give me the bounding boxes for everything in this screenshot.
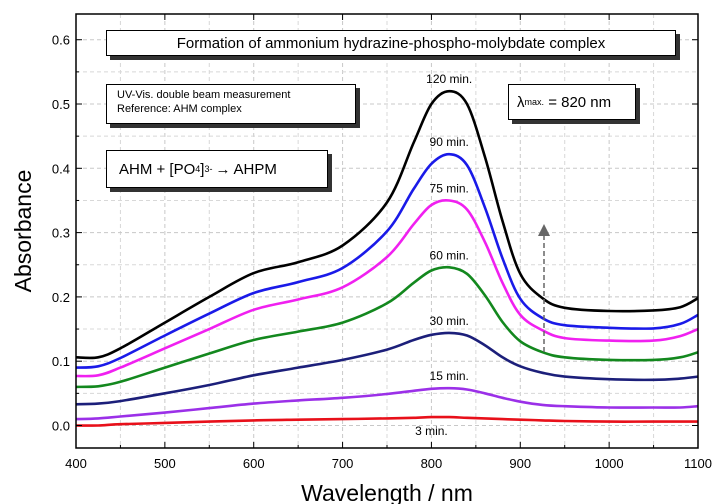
series-label-5: 90 min. bbox=[430, 135, 469, 149]
y-tick-labels: 0.0 0.1 0.2 0.3 0.4 0.5 0.6 bbox=[52, 33, 70, 434]
y-tick-label: 0.1 bbox=[52, 354, 70, 369]
x-tick-label: 1000 bbox=[595, 456, 624, 471]
series-lines bbox=[75, 89, 699, 427]
reaction-box: AHM + [PO 4] 3- → AHPM bbox=[106, 150, 328, 188]
series-labels: 3 min. 15 min. 30 min. 60 min. 75 min. 90 min… bbox=[415, 72, 472, 438]
trend-arrow bbox=[538, 224, 550, 352]
series-label-1: 15 min. bbox=[430, 369, 469, 383]
series-line-0 bbox=[75, 415, 698, 427]
x-tick-label: 600 bbox=[243, 456, 265, 471]
reaction-subscript: 4 bbox=[195, 164, 201, 174]
method-line-1: UV-Vis. double beam measurement bbox=[117, 89, 291, 101]
axis-ticks bbox=[75, 14, 699, 448]
series-line-2 bbox=[75, 331, 699, 406]
x-tick-label: 1100 bbox=[684, 456, 712, 471]
series-label-4: 75 min. bbox=[430, 181, 469, 195]
series-label-6: 120 min. bbox=[426, 72, 472, 86]
y-tick-label: 0.3 bbox=[52, 226, 70, 241]
x-tick-label: 400 bbox=[65, 456, 87, 471]
lambda-subscript: max. bbox=[524, 97, 545, 107]
x-tick-labels: 400 500 600 700 800 900 1000 1100 bbox=[65, 456, 712, 471]
chart-title-box: Formation of ammonium hydrazine-phospho-… bbox=[106, 30, 676, 56]
x-tick-label: 900 bbox=[509, 456, 531, 471]
method-line-2: Reference: AHM complex bbox=[117, 103, 242, 115]
lambda-symbol: λ bbox=[517, 93, 525, 111]
series-label-3: 60 min. bbox=[430, 248, 469, 262]
series-label-0: 3 min. bbox=[415, 424, 448, 438]
x-tick-label: 700 bbox=[332, 456, 354, 471]
reaction-right: AHPM bbox=[233, 160, 277, 178]
y-tick-label: 0.2 bbox=[52, 290, 70, 305]
series-line-1 bbox=[75, 386, 699, 421]
method-box: UV-Vis. double beam measurement Referenc… bbox=[106, 84, 356, 124]
x-axis-title: Wavelength / nm bbox=[301, 480, 473, 504]
y-tick-label: 0.5 bbox=[52, 97, 70, 112]
y-axis-title: Absorbance bbox=[10, 170, 36, 293]
series-line-5 bbox=[75, 152, 699, 369]
series-line-3 bbox=[75, 265, 699, 389]
series-line-6 bbox=[75, 89, 699, 360]
y-tick-label: 0.4 bbox=[52, 161, 70, 176]
x-tick-label: 800 bbox=[421, 456, 443, 471]
lambda-value: = 820 nm bbox=[548, 93, 612, 111]
reaction-superscript: 3- bbox=[204, 164, 213, 174]
chart-title: Formation of ammonium hydrazine-phospho-… bbox=[176, 34, 606, 52]
series-label-2: 30 min. bbox=[430, 314, 469, 328]
y-tick-label: 0.6 bbox=[52, 33, 70, 48]
x-tick-label: 500 bbox=[154, 456, 176, 471]
lambda-max-box: λ max. = 820 nm bbox=[508, 84, 636, 120]
y-tick-label: 0.0 bbox=[52, 418, 70, 433]
series-line-4 bbox=[75, 198, 699, 378]
reaction-arrow-icon: → bbox=[215, 160, 231, 178]
reaction-left: AHM + [PO bbox=[119, 160, 196, 178]
